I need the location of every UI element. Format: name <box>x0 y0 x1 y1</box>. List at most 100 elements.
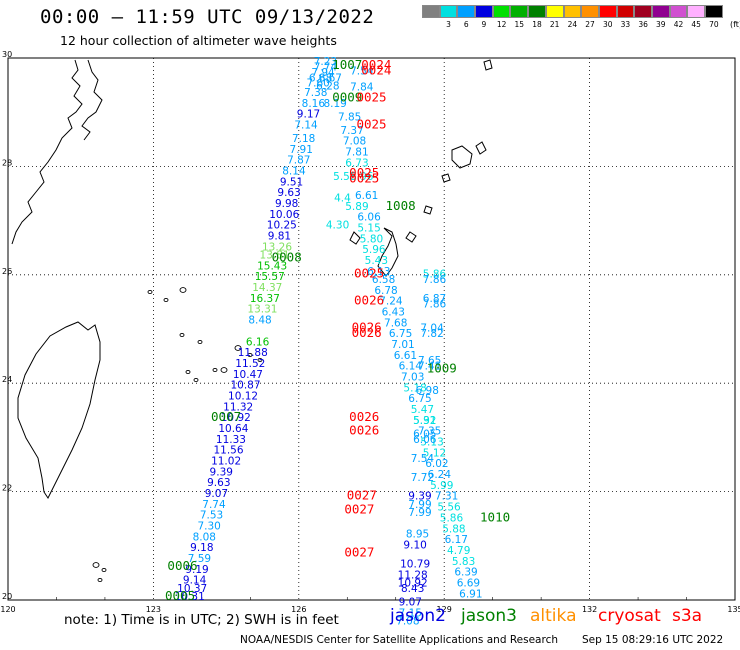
color-scale-cell: 30 <box>598 5 617 29</box>
legend-note: note: 1) Time is in UTC; 2) SWH is in fe… <box>64 612 339 628</box>
island <box>257 357 263 363</box>
pass-time-label: 0026 <box>352 320 382 335</box>
wave-height-label: 9.14 <box>183 575 207 587</box>
wave-height-label: 10.31 <box>175 591 205 603</box>
wave-height-label: 5.86 <box>423 269 447 281</box>
wave-height-label: 5.56 <box>437 502 461 514</box>
color-swatch <box>634 5 652 18</box>
color-scale-cell: 6 <box>457 5 476 29</box>
wave-height-label: 6.88 <box>309 72 332 84</box>
color-swatch <box>439 5 458 18</box>
map-title: 00:00 – 11:59 UTC 09/13/2022 <box>40 6 375 28</box>
color-scale-label: 12 <box>496 20 507 29</box>
wave-height-label: 7.94 <box>311 67 335 79</box>
color-scale-cell: 18 <box>528 5 546 29</box>
wave-height-label: 7.86 <box>423 274 447 286</box>
island <box>483 59 493 71</box>
pass-time-label: 0024 <box>361 57 391 72</box>
wave-height-label: 6.61 <box>355 190 378 202</box>
island <box>405 231 417 243</box>
wave-height-label: 6.73 <box>345 157 368 169</box>
legend-item-jason2: jason2 <box>390 606 446 626</box>
wave-height-label: 11.28 <box>398 569 428 581</box>
wave-height-label: 7.35 <box>418 426 441 438</box>
lat-tick-label: 22 <box>2 484 12 493</box>
wave-height-label: 7.08 <box>396 615 419 627</box>
wave-height-label: 8.08 <box>193 531 216 543</box>
wave-height-label: 8.43 <box>401 583 424 595</box>
wave-height-label: 9.19 <box>185 564 208 576</box>
color-swatch <box>510 5 529 18</box>
wave-height-label: 9.10 <box>403 540 426 552</box>
wave-height-label: 7.65 <box>418 355 441 367</box>
legend-item-altika: altika <box>530 606 577 626</box>
wave-height-label: 7.81 <box>345 147 368 159</box>
wave-height-label: 14.37 <box>252 282 282 294</box>
pass-time-label: 0027 <box>347 488 377 503</box>
color-scale-cell: 3 <box>439 5 458 29</box>
wave-height-label: 9.63 <box>277 187 300 199</box>
color-scale-label: 36 <box>638 20 648 29</box>
wave-height-label: 4.4 <box>334 193 351 205</box>
color-swatch <box>705 5 723 18</box>
pass-time-label: 0027 <box>344 501 374 516</box>
color-swatch <box>669 5 688 18</box>
island <box>179 287 187 293</box>
color-swatch <box>545 5 564 18</box>
wave-height-label: 7.86 <box>423 298 447 310</box>
wave-height-label: 6.02 <box>425 458 448 470</box>
color-scale-cell <box>422 5 440 29</box>
wave-height-label: 7.30 <box>197 521 220 533</box>
color-swatch <box>528 5 546 18</box>
island <box>349 231 361 245</box>
wave-height-label: 7.72 <box>411 472 434 484</box>
wave-height-label: 5.88 <box>442 523 465 535</box>
wave-height-label: 7.14 <box>294 119 318 131</box>
island <box>475 141 487 155</box>
island <box>163 297 169 303</box>
wave-height-label: 8.48 <box>248 315 271 327</box>
pass-time-label: 0025 <box>354 266 384 281</box>
color-scale-cell: 45 <box>687 5 705 29</box>
wave-height-label: 13.26 <box>262 241 292 253</box>
island <box>220 367 228 373</box>
wave-height-label: 6.14 <box>399 361 423 373</box>
color-scale-label: 42 <box>673 20 684 29</box>
wave-height-label: 5.43 <box>365 255 388 267</box>
lon-tick-label: 120 <box>0 605 15 614</box>
wave-height-label: 8.14 <box>282 166 306 178</box>
pass-time-label: 1009 <box>427 360 457 375</box>
wave-height-label: 8.19 <box>323 98 346 110</box>
wave-height-label: 5.83 <box>452 556 475 568</box>
color-swatch <box>422 5 440 18</box>
wave-height-label: 6.43 <box>382 306 405 318</box>
island <box>212 367 218 373</box>
wave-height-label: 7.23 <box>314 56 337 68</box>
wave-height-label: 6.05 <box>413 428 436 440</box>
wave-height-label: 10.79 <box>400 558 430 570</box>
color-scale-cell: 39 <box>651 5 670 29</box>
map-subtitle: 12 hour collection of altimeter wave hei… <box>60 33 337 48</box>
island <box>101 567 107 573</box>
wave-height-label: 5.80 <box>360 233 383 245</box>
okinawa-island <box>377 227 399 277</box>
island <box>197 339 203 345</box>
wave-height-label: 9.18 <box>190 542 213 554</box>
lat-tick-label: 28 <box>2 158 12 167</box>
color-scale-cell: 24 <box>563 5 582 29</box>
color-swatch <box>492 5 511 18</box>
wave-height-label: 7.03 <box>401 371 424 383</box>
wave-height-label: 9.17 <box>297 109 320 121</box>
wave-height-label: 7.08 <box>343 136 366 148</box>
pass-time-label: 0024 <box>361 62 391 77</box>
wave-height-label: 10.06 <box>269 209 299 221</box>
lon-tick-label: 123 <box>146 605 161 614</box>
wave-height-label: 11.33 <box>216 434 246 446</box>
wave-height-label: 9.07 <box>205 488 228 500</box>
color-swatch <box>616 5 635 18</box>
color-scale-label: 27 <box>585 20 595 29</box>
pass-time-label: 0025 <box>356 89 386 104</box>
wave-height-label: 9.39 <box>408 491 431 503</box>
pass-time-label: 0025 <box>349 171 379 186</box>
